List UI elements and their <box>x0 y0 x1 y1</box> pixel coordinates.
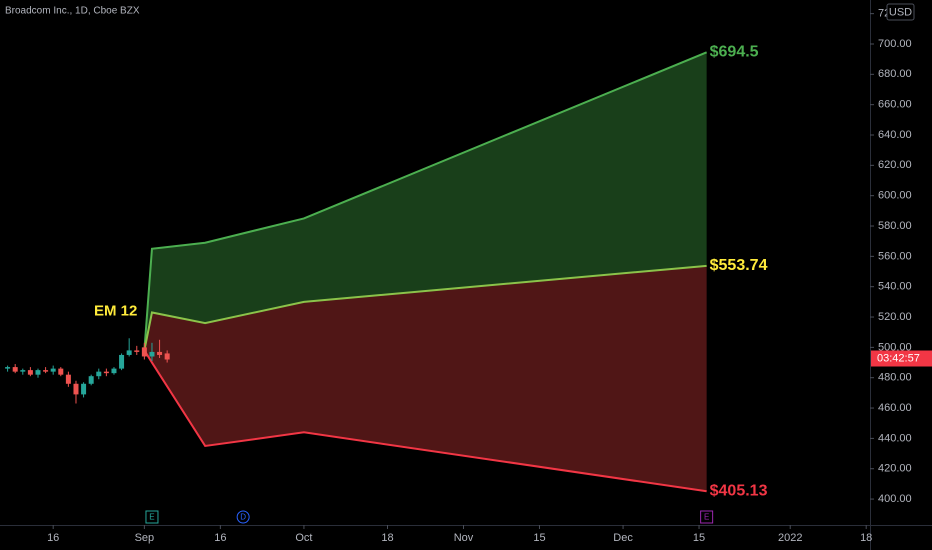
annotation: EM 12 <box>94 302 137 319</box>
candle-body <box>134 350 140 352</box>
x-tick-label: 16 <box>214 532 226 544</box>
y-tick-label: 520.00 <box>878 311 912 323</box>
y-tick-label: 540.00 <box>878 281 912 293</box>
candle-body <box>58 368 64 375</box>
y-tick-label: 400.00 <box>878 493 912 505</box>
candle-body <box>164 353 170 360</box>
candle-body <box>12 367 18 372</box>
candle-body <box>43 370 49 372</box>
x-tick-label: 18 <box>381 532 393 544</box>
y-tick-label: 700.00 <box>878 38 912 50</box>
x-tick-label: Sep <box>135 532 155 544</box>
candle-body <box>35 370 41 375</box>
x-tick-label: 16 <box>47 532 59 544</box>
x-tick-label: Nov <box>454 532 474 544</box>
y-tick-label: 680.00 <box>878 68 912 80</box>
event-marker <box>145 510 159 524</box>
event-marker <box>236 510 250 524</box>
y-tick-label: 640.00 <box>878 129 912 141</box>
x-tick-label: 15 <box>533 532 545 544</box>
candle-body <box>50 368 56 372</box>
y-tick-label: 480.00 <box>878 372 912 384</box>
candle-body <box>157 351 163 355</box>
y-tick-label: 440.00 <box>878 432 912 444</box>
currency-box <box>886 3 915 21</box>
candle-body <box>88 376 94 384</box>
event-marker <box>700 510 714 524</box>
candle-body <box>141 347 147 357</box>
candle-body <box>111 368 117 374</box>
y-tick-label: 420.00 <box>878 463 912 475</box>
y-tick-label: 500.00 <box>878 341 912 353</box>
y-tick-label: 660.00 <box>878 99 912 111</box>
candle-body <box>119 354 125 369</box>
projection-line <box>143 264 707 351</box>
candle-body <box>65 374 71 384</box>
x-tick-label: 18 <box>860 532 872 544</box>
candle-body <box>126 350 132 355</box>
value-label: $405.13 <box>710 482 768 499</box>
candle-body <box>5 367 11 369</box>
candle-body <box>103 371 109 374</box>
x-tick-label: Dec <box>613 532 633 544</box>
projection-area <box>144 52 707 351</box>
projection-line <box>143 51 708 351</box>
x-tick-label: 2022 <box>778 532 802 544</box>
currency: USD <box>889 6 912 18</box>
y-tick-label: 560.00 <box>878 250 912 262</box>
event-label: E <box>704 513 709 522</box>
value-label: $694.5 <box>710 44 759 61</box>
candle-body <box>27 370 33 375</box>
candle-body <box>149 351 155 357</box>
x-tick-label: 15 <box>693 532 705 544</box>
candle-body <box>81 383 87 395</box>
event-label: E <box>149 513 154 522</box>
countdown: 03:42:57 <box>877 352 920 364</box>
y-tick-label: 600.00 <box>878 190 912 202</box>
y-tick-label: 620.00 <box>878 159 912 171</box>
x-tick-label: Oct <box>295 532 312 544</box>
projection-line <box>143 349 707 493</box>
y-tick-label: 580.00 <box>878 220 912 232</box>
chart-title: Broadcom Inc., 1D, Cboe BZX <box>5 6 140 17</box>
value-label: $553.74 <box>710 257 768 274</box>
event-label: D <box>240 513 246 522</box>
candle-body <box>20 370 26 372</box>
candle-body <box>96 371 102 377</box>
candle-body <box>73 383 79 395</box>
y-tick-label: 460.00 <box>878 402 912 414</box>
countdown-box <box>871 350 932 367</box>
